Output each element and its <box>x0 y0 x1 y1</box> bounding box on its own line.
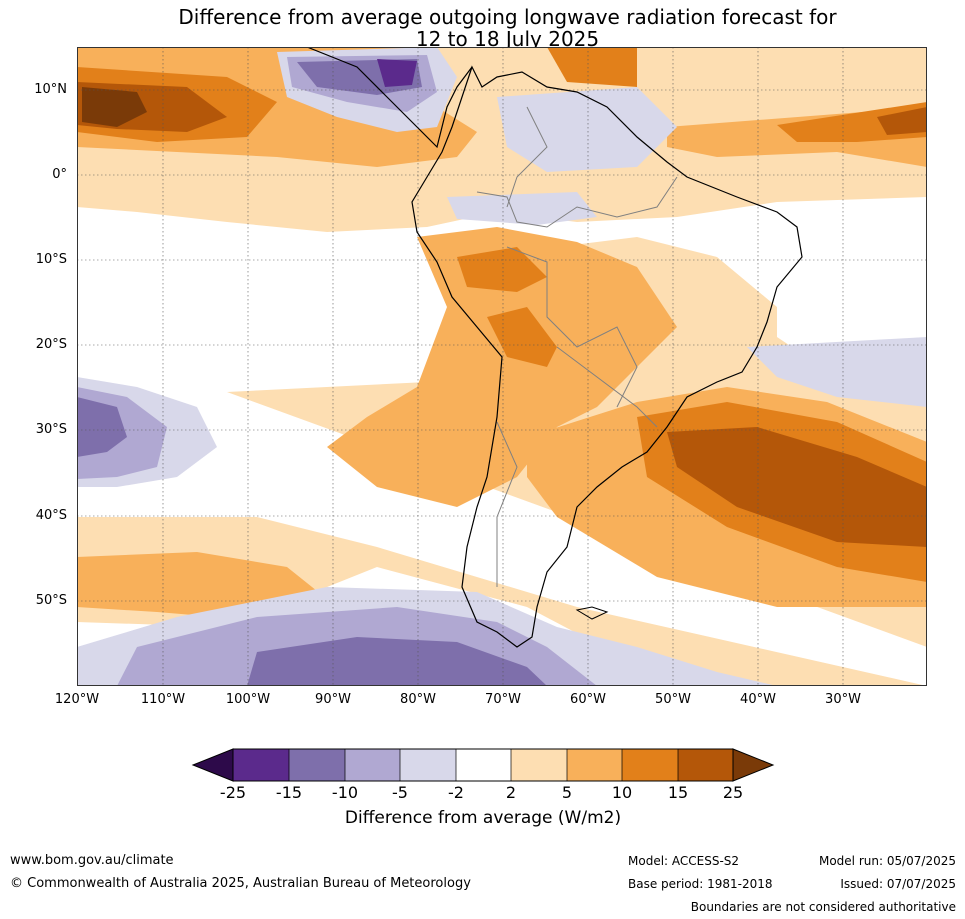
anomaly-region <box>487 307 557 367</box>
lon-label-100w: 100°W <box>225 692 271 707</box>
lon-label-70w: 70°W <box>485 692 521 707</box>
model-text: Model: ACCESS-S2 <box>628 854 740 868</box>
lon-label-110w: 110°W <box>140 692 186 707</box>
anomaly-region <box>77 397 127 457</box>
disclaimer-text: Boundaries are not considered authoritat… <box>690 900 956 914</box>
anomaly-region <box>377 59 417 87</box>
colorbar-segment <box>511 749 567 781</box>
colorbar-tick: -25 <box>219 783 247 802</box>
lon-label-30w: 30°W <box>825 692 861 707</box>
colorbar-tick: 5 <box>561 783 573 802</box>
copyright-text: © Commonwealth of Australia 2025, Austra… <box>10 876 471 891</box>
south-america-coastline <box>411 65 803 648</box>
falkland-islands <box>575 606 609 620</box>
anomaly-region <box>247 637 547 686</box>
country-borders <box>476 106 678 587</box>
lon-label-50w: 50°W <box>655 692 691 707</box>
anomaly-region <box>877 107 927 135</box>
colorbar-segment <box>233 749 289 781</box>
anomaly-region <box>82 87 147 127</box>
olr-anomaly-map <box>77 47 927 686</box>
colorbar-tick: -2 <box>448 783 464 802</box>
colorbar-low-extend <box>191 748 234 782</box>
lon-label-80w: 80°W <box>400 692 436 707</box>
anomaly-region <box>747 337 927 407</box>
model-run-text: Model run: 05/07/2025 <box>818 854 956 868</box>
colorbar-tick: -10 <box>331 783 359 802</box>
colorbar-tick: 10 <box>611 783 633 802</box>
anomaly-region <box>667 427 927 547</box>
lon-label-60w: 60°W <box>570 692 606 707</box>
lat-label-30s: 30°S <box>35 422 67 437</box>
colorbar <box>191 748 775 782</box>
lat-label-50s: 50°S <box>35 593 67 608</box>
colorbar-segment <box>567 749 622 781</box>
lat-label-10n: 10°N <box>34 82 67 97</box>
lon-label-90w: 90°W <box>315 692 351 707</box>
anomaly-region <box>327 227 677 507</box>
colorbar-segment <box>678 749 733 781</box>
lon-label-120w: 120°W <box>54 692 100 707</box>
graticule <box>77 47 927 686</box>
map-title-line1: Difference from average outgoing longwav… <box>178 5 837 29</box>
anomaly-region <box>457 247 547 292</box>
colorbar-segment <box>345 749 400 781</box>
colorbar-segment <box>456 749 511 781</box>
lon-label-40w: 40°W <box>740 692 776 707</box>
colorbar-tick: 15 <box>667 783 689 802</box>
colorbar-segment <box>622 749 678 781</box>
central-america-coastline <box>306 47 473 149</box>
anomaly-region <box>547 47 637 87</box>
lat-label-20s: 20°S <box>35 337 67 352</box>
colorbar-tick: 25 <box>722 783 744 802</box>
anomaly-region <box>497 87 677 172</box>
anomaly-region <box>447 192 597 225</box>
colorbar-tick: -5 <box>392 783 408 802</box>
website-link[interactable]: www.bom.gov.au/climate <box>10 853 174 868</box>
lat-label-10s: 10°S <box>35 252 67 267</box>
lat-label-0: 0° <box>52 167 67 182</box>
base-period-text: Base period: 1981-2018 <box>628 877 773 891</box>
colorbar-tick: -15 <box>275 783 303 802</box>
colorbar-tick: 2 <box>505 783 517 802</box>
colorbar-label: Difference from average (W/m2) <box>344 808 622 828</box>
lat-label-40s: 40°S <box>35 508 67 523</box>
issued-text: Issued: 07/07/2025 <box>840 877 956 891</box>
colorbar-segment <box>400 749 456 781</box>
colorbar-segment <box>289 749 345 781</box>
colorbar-high-extend <box>732 748 775 782</box>
